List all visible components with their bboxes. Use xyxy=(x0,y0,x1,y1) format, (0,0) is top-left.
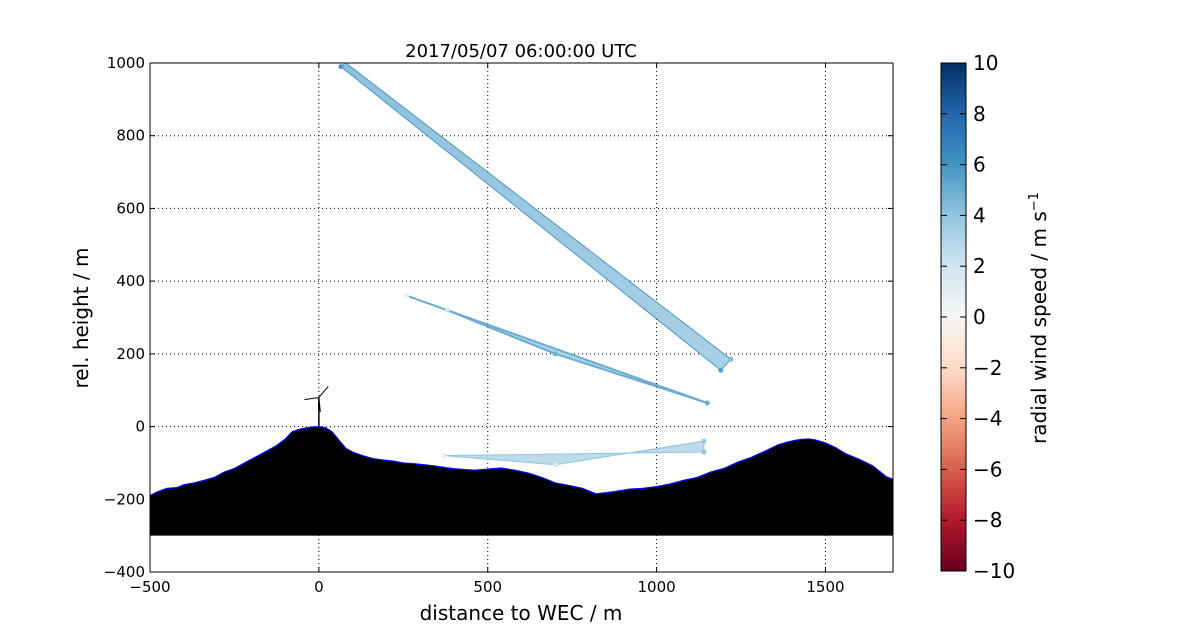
colorbar-tick-label: −4 xyxy=(973,407,1002,431)
turbine-blade xyxy=(318,397,321,413)
plot-frame xyxy=(149,62,894,573)
y-axis-ticks: −400 −200 0 200 400 600 800 1000 xyxy=(104,54,893,581)
chart-title: 2017/05/07 06:00:00 UTC xyxy=(405,41,637,62)
colorbar-label-superscript: −1 xyxy=(1027,192,1042,211)
colorbar-tick-label: 8 xyxy=(973,102,986,126)
colorbar-tick-label: −10 xyxy=(973,559,1015,583)
y-tick-label: 1000 xyxy=(107,54,145,72)
beam-point xyxy=(552,351,558,357)
colorbar-label: radial wind speed / m s−1 xyxy=(1027,192,1051,444)
colorbar-tick-label: 6 xyxy=(973,153,986,177)
x-tick-label: 1000 xyxy=(637,578,675,596)
x-tick-label: 500 xyxy=(473,578,502,596)
x-tick-label: 1500 xyxy=(806,578,844,596)
x-tick-label: −500 xyxy=(129,578,170,596)
colorbar-tick-label: −6 xyxy=(973,457,1002,481)
colorbar-label-text: radial wind speed / m s xyxy=(1027,211,1051,444)
y-axis-label: rel. height / m xyxy=(69,247,93,388)
beam-point xyxy=(718,367,724,373)
y-tick-label: 200 xyxy=(116,345,145,363)
colorbar-tick-label: 2 xyxy=(973,254,986,278)
y-tick-label: 400 xyxy=(116,272,145,290)
terrain-outline xyxy=(150,425,893,497)
beam-point xyxy=(704,400,710,406)
x-axis-ticks: −500 0 500 1000 1500 xyxy=(129,63,845,596)
beam-point xyxy=(728,356,734,362)
beam-point xyxy=(343,63,349,66)
colorbar-tick-label: 0 xyxy=(973,305,986,329)
beam-point xyxy=(441,453,447,459)
beam-point xyxy=(444,307,450,313)
y-tick-label: −200 xyxy=(104,490,145,508)
colorbar-tick-label: −2 xyxy=(973,356,1002,380)
terrain xyxy=(150,426,893,536)
x-tick-label: 0 xyxy=(314,578,324,596)
y-tick-label: −400 xyxy=(104,563,145,581)
beam-point xyxy=(338,64,344,70)
turbine-blade xyxy=(318,386,329,398)
beam-point xyxy=(404,293,410,299)
y-tick-label: 600 xyxy=(116,199,145,217)
beam-point xyxy=(552,462,558,468)
colorbar-tick-label: 4 xyxy=(973,203,986,227)
turbine-blade xyxy=(304,396,319,401)
y-tick-label: 0 xyxy=(135,418,145,436)
lidar-beam-lower xyxy=(443,440,705,466)
colorbar-tick-label: −8 xyxy=(973,508,1002,532)
wind-turbine xyxy=(304,386,329,427)
data-layer xyxy=(150,63,893,536)
beam-point xyxy=(701,449,707,455)
x-axis-label: distance to WEC / m xyxy=(420,601,623,625)
colorbar-ticks: −10 −8 −6 −4 −2 0 2 4 6 8 10 xyxy=(941,51,1015,583)
lidar-beam-upper xyxy=(340,63,732,371)
y-tick-label: 800 xyxy=(116,127,145,145)
beam-point xyxy=(701,438,707,444)
colorbar-tick-label: 10 xyxy=(973,51,998,75)
